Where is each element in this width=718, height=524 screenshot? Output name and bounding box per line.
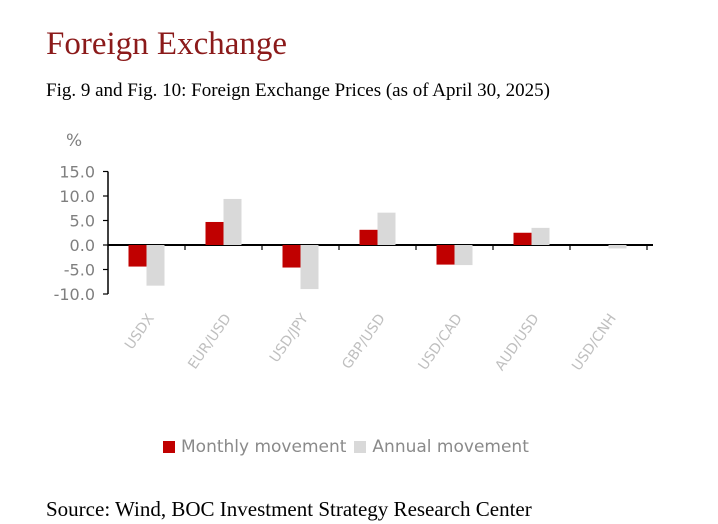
legend-swatch-monthly bbox=[163, 441, 175, 453]
bar-annual bbox=[608, 245, 627, 249]
x-tick-label: USD/CAD bbox=[416, 311, 466, 373]
legend-label-monthly: Monthly movement bbox=[181, 437, 347, 457]
bar-monthly bbox=[359, 229, 378, 245]
y-tick-label: -10.0 bbox=[54, 285, 95, 304]
y-tick-label: -5.0 bbox=[64, 261, 95, 280]
y-tick-label: 5.0 bbox=[70, 212, 95, 231]
bar-monthly bbox=[282, 245, 301, 268]
bar-annual bbox=[531, 227, 550, 245]
y-axis-unit-label: % bbox=[66, 131, 82, 151]
legend-swatch-annual bbox=[354, 441, 367, 453]
x-tick-label: USD/CNH bbox=[569, 311, 620, 374]
bar-annual bbox=[377, 212, 396, 245]
x-tick-label: GBP/USD bbox=[339, 311, 389, 372]
y-tick-label: 15.0 bbox=[59, 163, 95, 182]
chart-legend: Monthly movement Annual movement bbox=[163, 437, 537, 457]
bar-annual bbox=[300, 245, 319, 290]
legend-item-monthly: Monthly movement bbox=[163, 437, 346, 457]
bar-monthly bbox=[205, 221, 224, 245]
y-tick-label: 10.0 bbox=[59, 187, 95, 206]
bar-chart: % 15.0 10.0 5.0 0.0 -5.0 -10.0 USDX EUR/USD USD/J… bbox=[54, 131, 653, 374]
bar-annual bbox=[223, 198, 242, 245]
bar-monthly bbox=[128, 245, 147, 267]
x-tick-label: EUR/USD bbox=[185, 311, 235, 372]
bar-annual bbox=[146, 245, 165, 286]
source-note: Source: Wind, BOC Investment Strategy Re… bbox=[46, 497, 532, 521]
y-tick-label: 0.0 bbox=[70, 236, 95, 255]
page-title: Foreign Exchange bbox=[46, 26, 288, 62]
figure-caption: Fig. 9 and Fig. 10: Foreign Exchange Pri… bbox=[46, 80, 550, 101]
bar-annual bbox=[454, 245, 473, 266]
x-tick-label: USDX bbox=[122, 311, 158, 353]
bar-monthly bbox=[513, 232, 532, 245]
x-tick-label: AUD/USD bbox=[492, 311, 543, 374]
bar-monthly bbox=[436, 245, 455, 265]
legend-label-annual: Annual movement bbox=[372, 437, 529, 457]
x-tick-label: USD/JPY bbox=[267, 311, 312, 366]
legend-item-annual: Annual movement bbox=[354, 437, 529, 457]
